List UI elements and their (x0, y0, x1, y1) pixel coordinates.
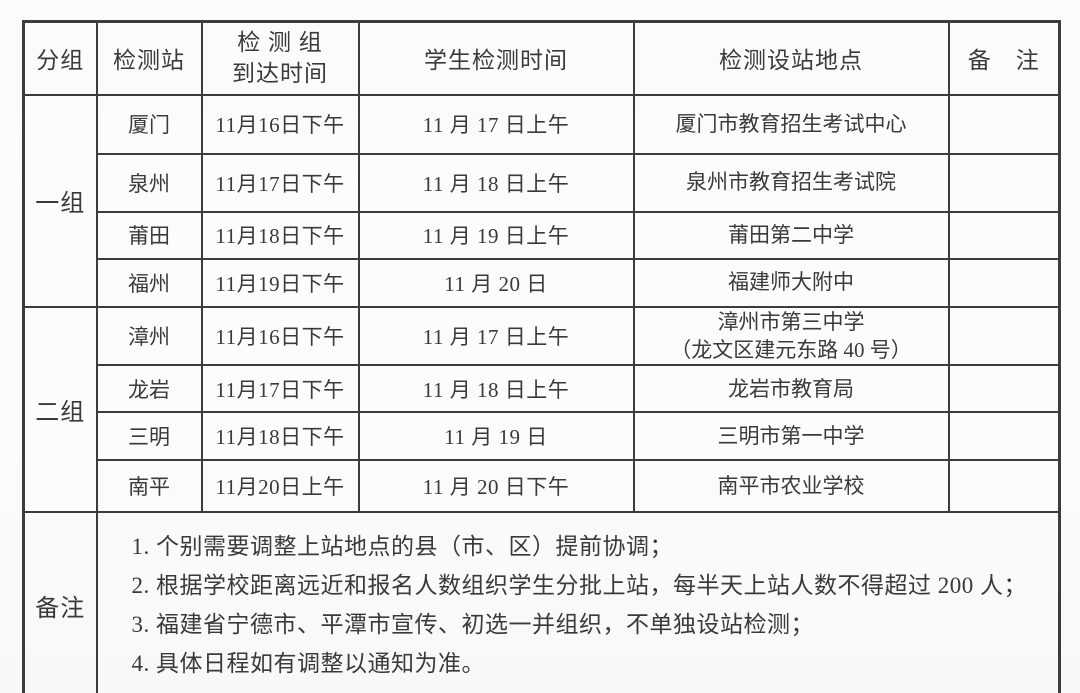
remark-cell (947, 152, 1061, 213)
table-row: 二组 漳州 11月16日下午 11 月 17 日上午 漳州市第三中学 （龙文区建… (22, 305, 1061, 514)
station-cell: 南平 (95, 459, 203, 514)
note-line: 2. 根据学校距离远近和报名人数组织学生分批上站，每半天上站人数不得超过 200… (131, 573, 1027, 599)
location-cell: 南平市农业学校 (632, 459, 950, 514)
location-cell: 福建师大附中 (632, 257, 950, 308)
remark-cell (947, 210, 1061, 260)
student-time-cell: 11 月 17 日上午 (357, 93, 635, 155)
note-line: 3. 福建省宁德市、平潭市宣传、初选一并组织，不单独设站检测； (131, 612, 814, 638)
header-location: 检测设站地点 (632, 20, 950, 96)
student-time-cell: 11 月 18 日上午 (357, 364, 635, 414)
header-group: 分组 (22, 20, 98, 96)
student-time-cell: 11 月 20 日 (357, 257, 635, 308)
station-cell: 莆田 (95, 210, 203, 260)
group-label-1: 一组 (22, 93, 98, 308)
header-student-time: 学生检测时间 (357, 20, 635, 96)
table-row: 三明 11月18日下午 11 月 19 日 三明市第一中学 (24, 411, 1061, 462)
notes-label: 备注 (22, 511, 98, 693)
arrival-cell: 11月19日下午 (200, 257, 360, 308)
arrival-cell: 11月16日下午 (200, 305, 360, 367)
table-row: 南平 11月20日上午 11 月 20 日下午 南平市农业学校 (24, 459, 1061, 514)
header-team-arrival: 检 测 组 到达时间 (200, 20, 360, 96)
remark-cell (947, 305, 1061, 367)
header-station: 检测站 (95, 20, 203, 96)
arrival-cell: 11月16日下午 (200, 93, 360, 155)
location-cell: 三明市第一中学 (632, 411, 950, 462)
table-row: 莆田 11月18日下午 11 月 19 日上午 莆田第二中学 (24, 210, 1061, 260)
remark-cell (947, 257, 1061, 308)
student-time-cell: 11 月 20 日下午 (357, 459, 635, 514)
station-cell: 厦门 (95, 93, 203, 155)
arrival-cell: 11月18日下午 (200, 210, 360, 260)
header-row: 分组 检测站 检 测 组 到达时间 学生检测时间 检测设站地点 备 注 (22, 20, 1061, 96)
location-cell: 龙岩市教育局 (632, 364, 950, 414)
station-cell: 福州 (95, 257, 203, 308)
location-cell: 莆田第二中学 (632, 210, 950, 260)
remark-cell (947, 411, 1061, 462)
arrival-cell: 11月17日下午 (200, 152, 360, 213)
student-time-cell: 11 月 17 日上午 (357, 305, 635, 367)
student-time-cell: 11 月 18 日上午 (357, 152, 635, 213)
header-remark: 备 注 (947, 20, 1061, 96)
schedule-table: 分组 检测站 检 测 组 到达时间 学生检测时间 检测设站地点 备 注 一组 厦… (22, 20, 1061, 693)
location-cell: 泉州市教育招生考试院 (632, 152, 950, 213)
table-row: 泉州 11月17日下午 11 月 18 日上午 泉州市教育招生考试院 (24, 152, 1061, 213)
remark-cell (947, 364, 1061, 414)
station-cell: 泉州 (95, 152, 203, 213)
station-cell: 漳州 (95, 305, 203, 367)
station-cell: 三明 (95, 411, 203, 462)
note-line: 4. 具体日程如有调整以通知为准。 (131, 651, 485, 677)
note-line: 1. 个别需要调整上站地点的县（市、区）提前协调； (131, 534, 673, 560)
table-row: 龙岩 11月17日下午 11 月 18 日上午 龙岩市教育局 (24, 364, 1061, 414)
arrival-cell: 11月18日下午 (200, 411, 360, 462)
table-row: 一组 厦门 11月16日下午 11 月 17 日上午 厦门市教育招生考试中心 (22, 93, 1061, 308)
notes-row: 备注 1. 个别需要调整上站地点的县（市、区）提前协调； 2. 根据学校距离远近… (22, 511, 1061, 693)
remark-cell (947, 93, 1061, 155)
notes-block: 1. 个别需要调整上站地点的县（市、区）提前协调； 2. 根据学校距离远近和报名… (99, 514, 1058, 693)
remark-cell (947, 459, 1061, 514)
group-label-2: 二组 (22, 305, 98, 514)
arrival-cell: 11月17日下午 (200, 364, 360, 414)
student-time-cell: 11 月 19 日上午 (357, 210, 635, 260)
location-cell: 厦门市教育招生考试中心 (632, 93, 950, 155)
location-cell: 漳州市第三中学 （龙文区建元东路 40 号） (632, 305, 950, 367)
arrival-cell: 11月20日上午 (200, 459, 360, 514)
table-row: 福州 11月19日下午 11 月 20 日 福建师大附中 (24, 257, 1061, 308)
student-time-cell: 11 月 19 日 (357, 411, 635, 462)
notes-cell: 1. 个别需要调整上站地点的县（市、区）提前协调； 2. 根据学校距离远近和报名… (95, 511, 1061, 693)
station-cell: 龙岩 (95, 364, 203, 414)
